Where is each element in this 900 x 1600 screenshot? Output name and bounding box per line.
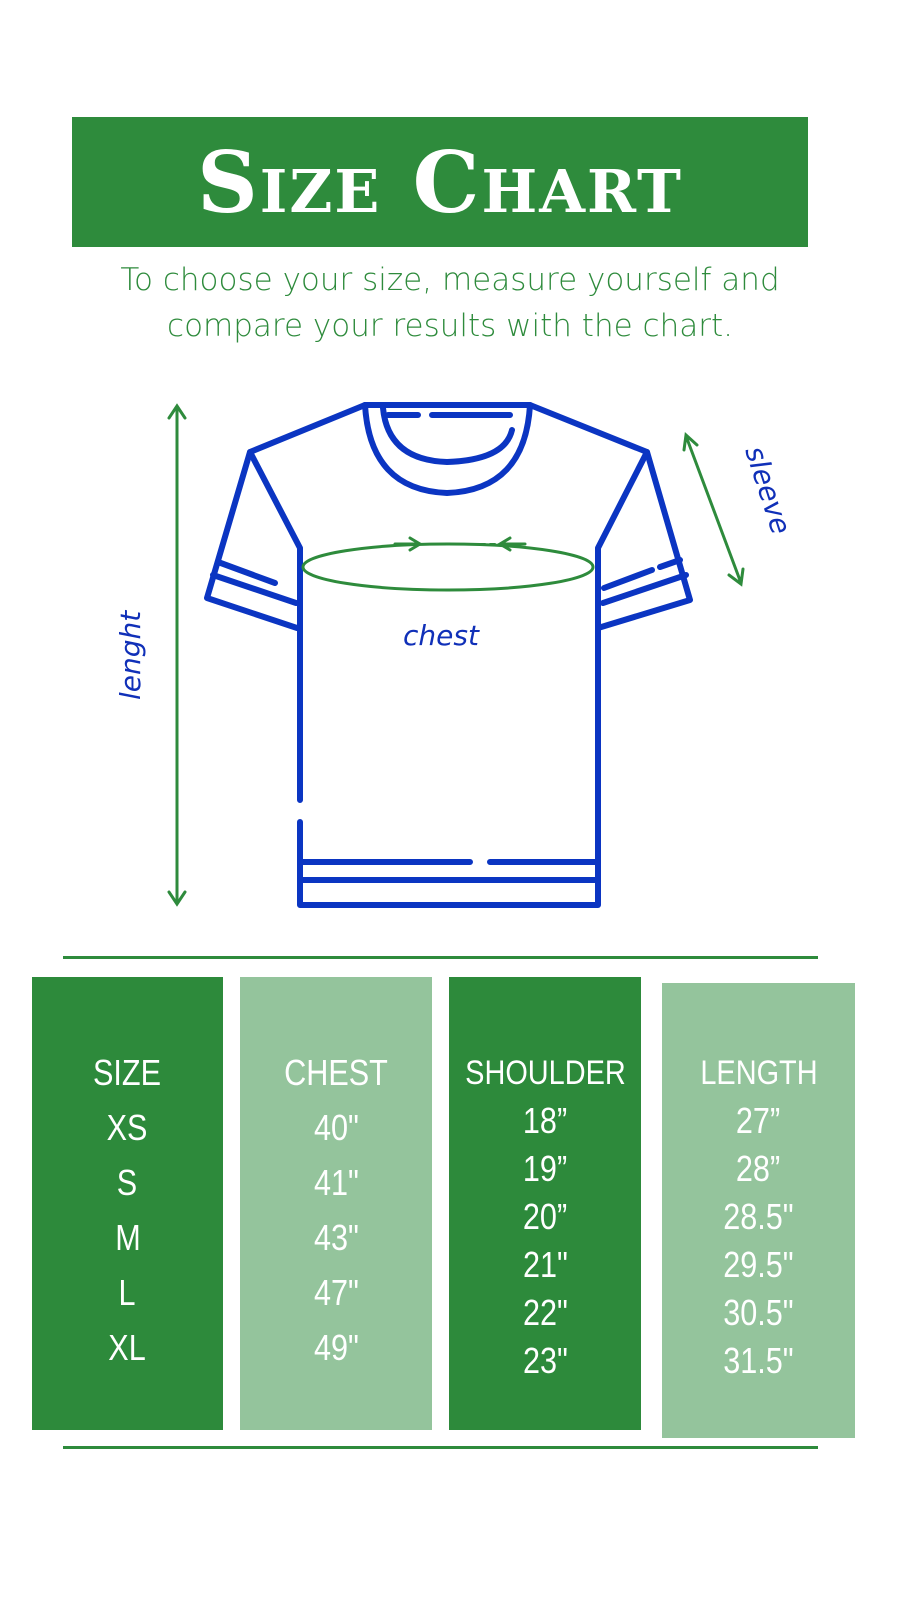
- table-cell: 18”: [522, 1100, 568, 1141]
- table-cell: 19”: [522, 1148, 568, 1189]
- chest-label: chest: [403, 619, 480, 652]
- column-header: SHOULDER: [464, 1054, 626, 1092]
- size-column: SIZE XS S M L XL: [32, 977, 223, 1430]
- column-header: SIZE: [93, 1052, 162, 1093]
- column-header: CHEST: [284, 1052, 388, 1093]
- divider-bottom: [63, 1446, 818, 1449]
- table-cell: 23": [522, 1340, 568, 1381]
- length-arrow: [167, 403, 187, 907]
- table-cell: 31.5": [723, 1340, 794, 1381]
- tshirt-icon: [204, 402, 693, 908]
- tshirt-diagram: lenght chest sleeve: [114, 402, 798, 908]
- sleeve-label: sleeve: [738, 442, 797, 538]
- chest-column: CHEST 40" 41" 43" 47" 49": [240, 977, 432, 1430]
- chest-ellipse: [301, 542, 595, 592]
- length-column: LENGTH 27” 28” 28.5" 29.5" 30.5" 31.5": [662, 983, 855, 1438]
- subtitle-line-1: To choose your size, measure yourself an…: [120, 262, 780, 298]
- table-cell: 47": [313, 1272, 359, 1313]
- table-cell: 49": [313, 1327, 359, 1368]
- subtitle-line-2: compare your results with the chart.: [167, 308, 733, 344]
- table-cell: M: [114, 1217, 141, 1258]
- table-cell: 22": [522, 1292, 568, 1333]
- measure-arrows: [167, 403, 745, 907]
- column-header: LENGTH: [699, 1054, 818, 1092]
- length-label: lenght: [114, 610, 147, 700]
- table-cell: L: [118, 1272, 137, 1313]
- divider-top: [63, 956, 818, 959]
- title-banner: Size Chart: [72, 117, 808, 247]
- table-cell: 21": [522, 1244, 568, 1285]
- table-cell: 27”: [736, 1100, 781, 1141]
- table-cell: 41": [313, 1162, 359, 1203]
- table-cell: 29.5": [723, 1244, 794, 1285]
- table-cell: S: [117, 1162, 138, 1203]
- shoulder-column: SHOULDER 18” 19” 20” 21" 22" 23": [449, 977, 641, 1430]
- table-cell: 28”: [736, 1148, 781, 1189]
- table-cell: XL: [108, 1327, 147, 1368]
- page-title: Size Chart: [197, 132, 683, 232]
- table-cell: 20”: [522, 1196, 568, 1237]
- table-cell: 30.5": [723, 1292, 794, 1333]
- table-cell: 40": [313, 1107, 359, 1148]
- table-cell: 43": [313, 1217, 359, 1258]
- table-cell: XS: [107, 1107, 148, 1148]
- sleeve-arrow: [682, 431, 745, 587]
- table-cell: 28.5": [723, 1196, 794, 1237]
